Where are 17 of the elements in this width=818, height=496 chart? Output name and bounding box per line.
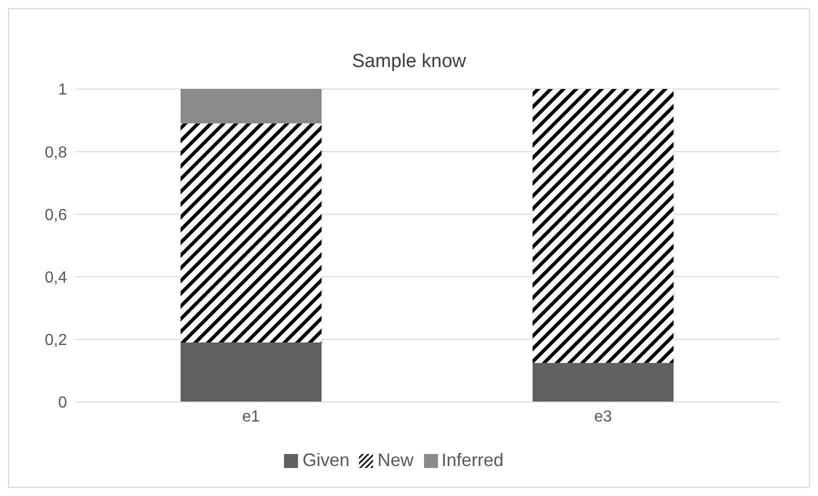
y-tick-label: 0,6: [44, 206, 68, 224]
bar: [180, 342, 322, 402]
legend-label: Given: [302, 450, 350, 470]
bar: [532, 362, 674, 402]
chart-title: Sample know: [350, 51, 468, 74]
bar: [532, 89, 674, 363]
legend-label: Inferred: [442, 450, 504, 470]
bar: [180, 89, 322, 124]
x-tick-label: e3: [594, 408, 612, 426]
legend-label: New: [377, 450, 414, 470]
y-tick-label: 0,2: [44, 332, 68, 350]
y-tick-label: 0,8: [44, 144, 68, 162]
y-tick-label: 0,4: [44, 269, 68, 286]
y-tick-label: 0: [58, 394, 68, 412]
x-tick-label: e1: [242, 408, 260, 426]
bar: [180, 123, 322, 343]
y-tick-label: 1: [58, 82, 68, 99]
